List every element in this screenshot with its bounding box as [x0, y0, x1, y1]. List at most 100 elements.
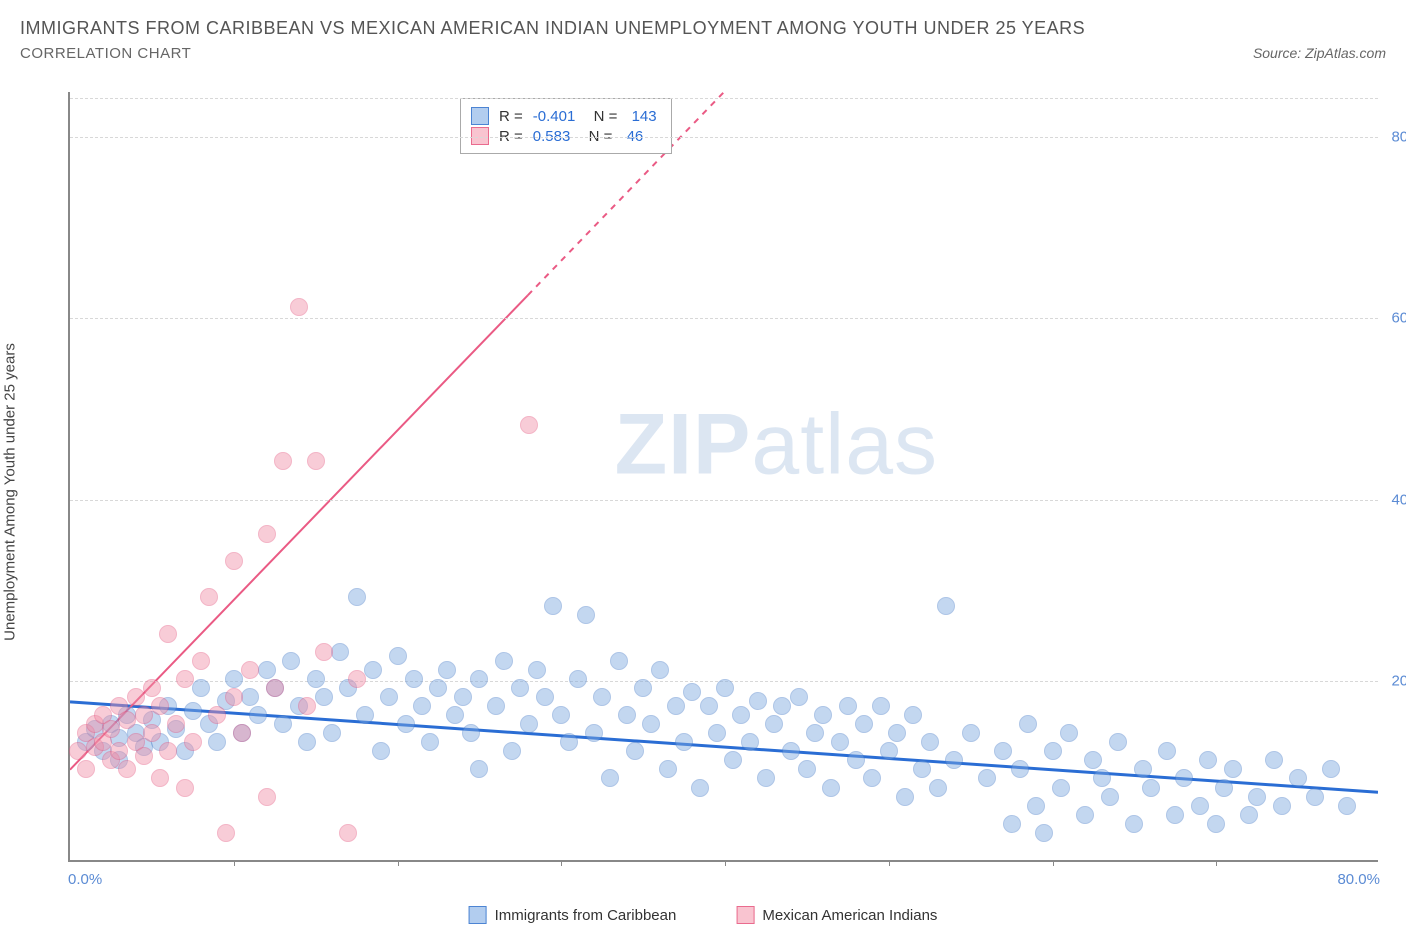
scatter-point [102, 720, 120, 738]
y-tick-label: 60.0% [1391, 310, 1406, 327]
scatter-point [651, 661, 669, 679]
scatter-point [1306, 788, 1324, 806]
scatter-point [1019, 715, 1037, 733]
legend-stats-row: R = -0.401 N = 143 [471, 107, 657, 125]
scatter-point [258, 788, 276, 806]
x-tick [1053, 860, 1054, 866]
scatter-point [307, 452, 325, 470]
scatter-point [1224, 760, 1242, 778]
scatter-point [331, 643, 349, 661]
legend-swatch [471, 107, 489, 125]
scatter-point [241, 661, 259, 679]
scatter-point [274, 452, 292, 470]
scatter-point [290, 298, 308, 316]
scatter-point [1142, 779, 1160, 797]
legend-swatch [469, 906, 487, 924]
scatter-point [356, 706, 374, 724]
scatter-point [1191, 797, 1209, 815]
legend-item: Mexican American Indians [736, 906, 937, 924]
scatter-point [1215, 779, 1233, 797]
scatter-point [339, 824, 357, 842]
scatter-point [528, 661, 546, 679]
scatter-point [159, 625, 177, 643]
scatter-point [454, 688, 472, 706]
chart-container: Unemployment Among Youth under 25 years … [20, 92, 1386, 892]
scatter-point [839, 697, 857, 715]
scatter-point [1003, 815, 1021, 833]
scatter-point [298, 697, 316, 715]
watermark: ZIPatlas [615, 396, 938, 495]
scatter-point [429, 679, 447, 697]
r-label: R = [499, 108, 523, 125]
scatter-point [192, 652, 210, 670]
scatter-point [790, 688, 808, 706]
bottom-legend: Immigrants from Caribbean Mexican America… [469, 906, 938, 924]
watermark-atlas: atlas [751, 397, 938, 493]
scatter-point [978, 769, 996, 787]
scatter-point [225, 688, 243, 706]
r-label: R = [499, 128, 523, 145]
scatter-point [470, 760, 488, 778]
scatter-point [470, 670, 488, 688]
scatter-point [127, 688, 145, 706]
r-value: -0.401 [533, 108, 576, 125]
scatter-point [626, 742, 644, 760]
scatter-point [585, 724, 603, 742]
r-value: 0.583 [533, 128, 571, 145]
scatter-point [405, 670, 423, 688]
scatter-point [495, 652, 513, 670]
scatter-point [258, 525, 276, 543]
y-axis-label: Unemployment Among Youth under 25 years [2, 343, 19, 641]
plot-area: ZIPatlas R = -0.401 N = 143 R = 0.583 N =… [68, 92, 1378, 862]
scatter-point [577, 606, 595, 624]
scatter-point [863, 769, 881, 787]
scatter-point [847, 751, 865, 769]
y-tick-label: 40.0% [1391, 491, 1406, 508]
gridline [70, 137, 1378, 138]
scatter-point [675, 733, 693, 751]
scatter-point [1248, 788, 1266, 806]
scatter-point [929, 779, 947, 797]
legend-item: Immigrants from Caribbean [469, 906, 677, 924]
scatter-point [1109, 733, 1127, 751]
scatter-point [421, 733, 439, 751]
scatter-point [184, 702, 202, 720]
scatter-point [1035, 824, 1053, 842]
scatter-point [151, 697, 169, 715]
scatter-point [298, 733, 316, 751]
scatter-point [659, 760, 677, 778]
n-value: 46 [622, 128, 643, 145]
scatter-point [135, 706, 153, 724]
scatter-point [1076, 806, 1094, 824]
scatter-point [732, 706, 750, 724]
scatter-point [348, 588, 366, 606]
scatter-point [872, 697, 890, 715]
scatter-point [208, 706, 226, 724]
scatter-point [798, 760, 816, 778]
scatter-point [307, 670, 325, 688]
scatter-point [315, 643, 333, 661]
x-tick [725, 860, 726, 866]
scatter-point [700, 697, 718, 715]
scatter-point [691, 779, 709, 797]
scatter-point [389, 647, 407, 665]
scatter-point [536, 688, 554, 706]
scatter-point [708, 724, 726, 742]
trend-lines [70, 92, 1378, 860]
scatter-point [1084, 751, 1102, 769]
scatter-point [184, 733, 202, 751]
scatter-point [208, 733, 226, 751]
scatter-point [249, 706, 267, 724]
scatter-point [1044, 742, 1062, 760]
scatter-point [1199, 751, 1217, 769]
scatter-point [511, 679, 529, 697]
scatter-point [110, 742, 128, 760]
scatter-point [323, 724, 341, 742]
gridline [70, 98, 1378, 99]
scatter-point [945, 751, 963, 769]
scatter-point [487, 697, 505, 715]
legend-stats-row: R = 0.583 N = 46 [471, 127, 657, 145]
scatter-point [634, 679, 652, 697]
scatter-point [192, 679, 210, 697]
scatter-point [176, 670, 194, 688]
